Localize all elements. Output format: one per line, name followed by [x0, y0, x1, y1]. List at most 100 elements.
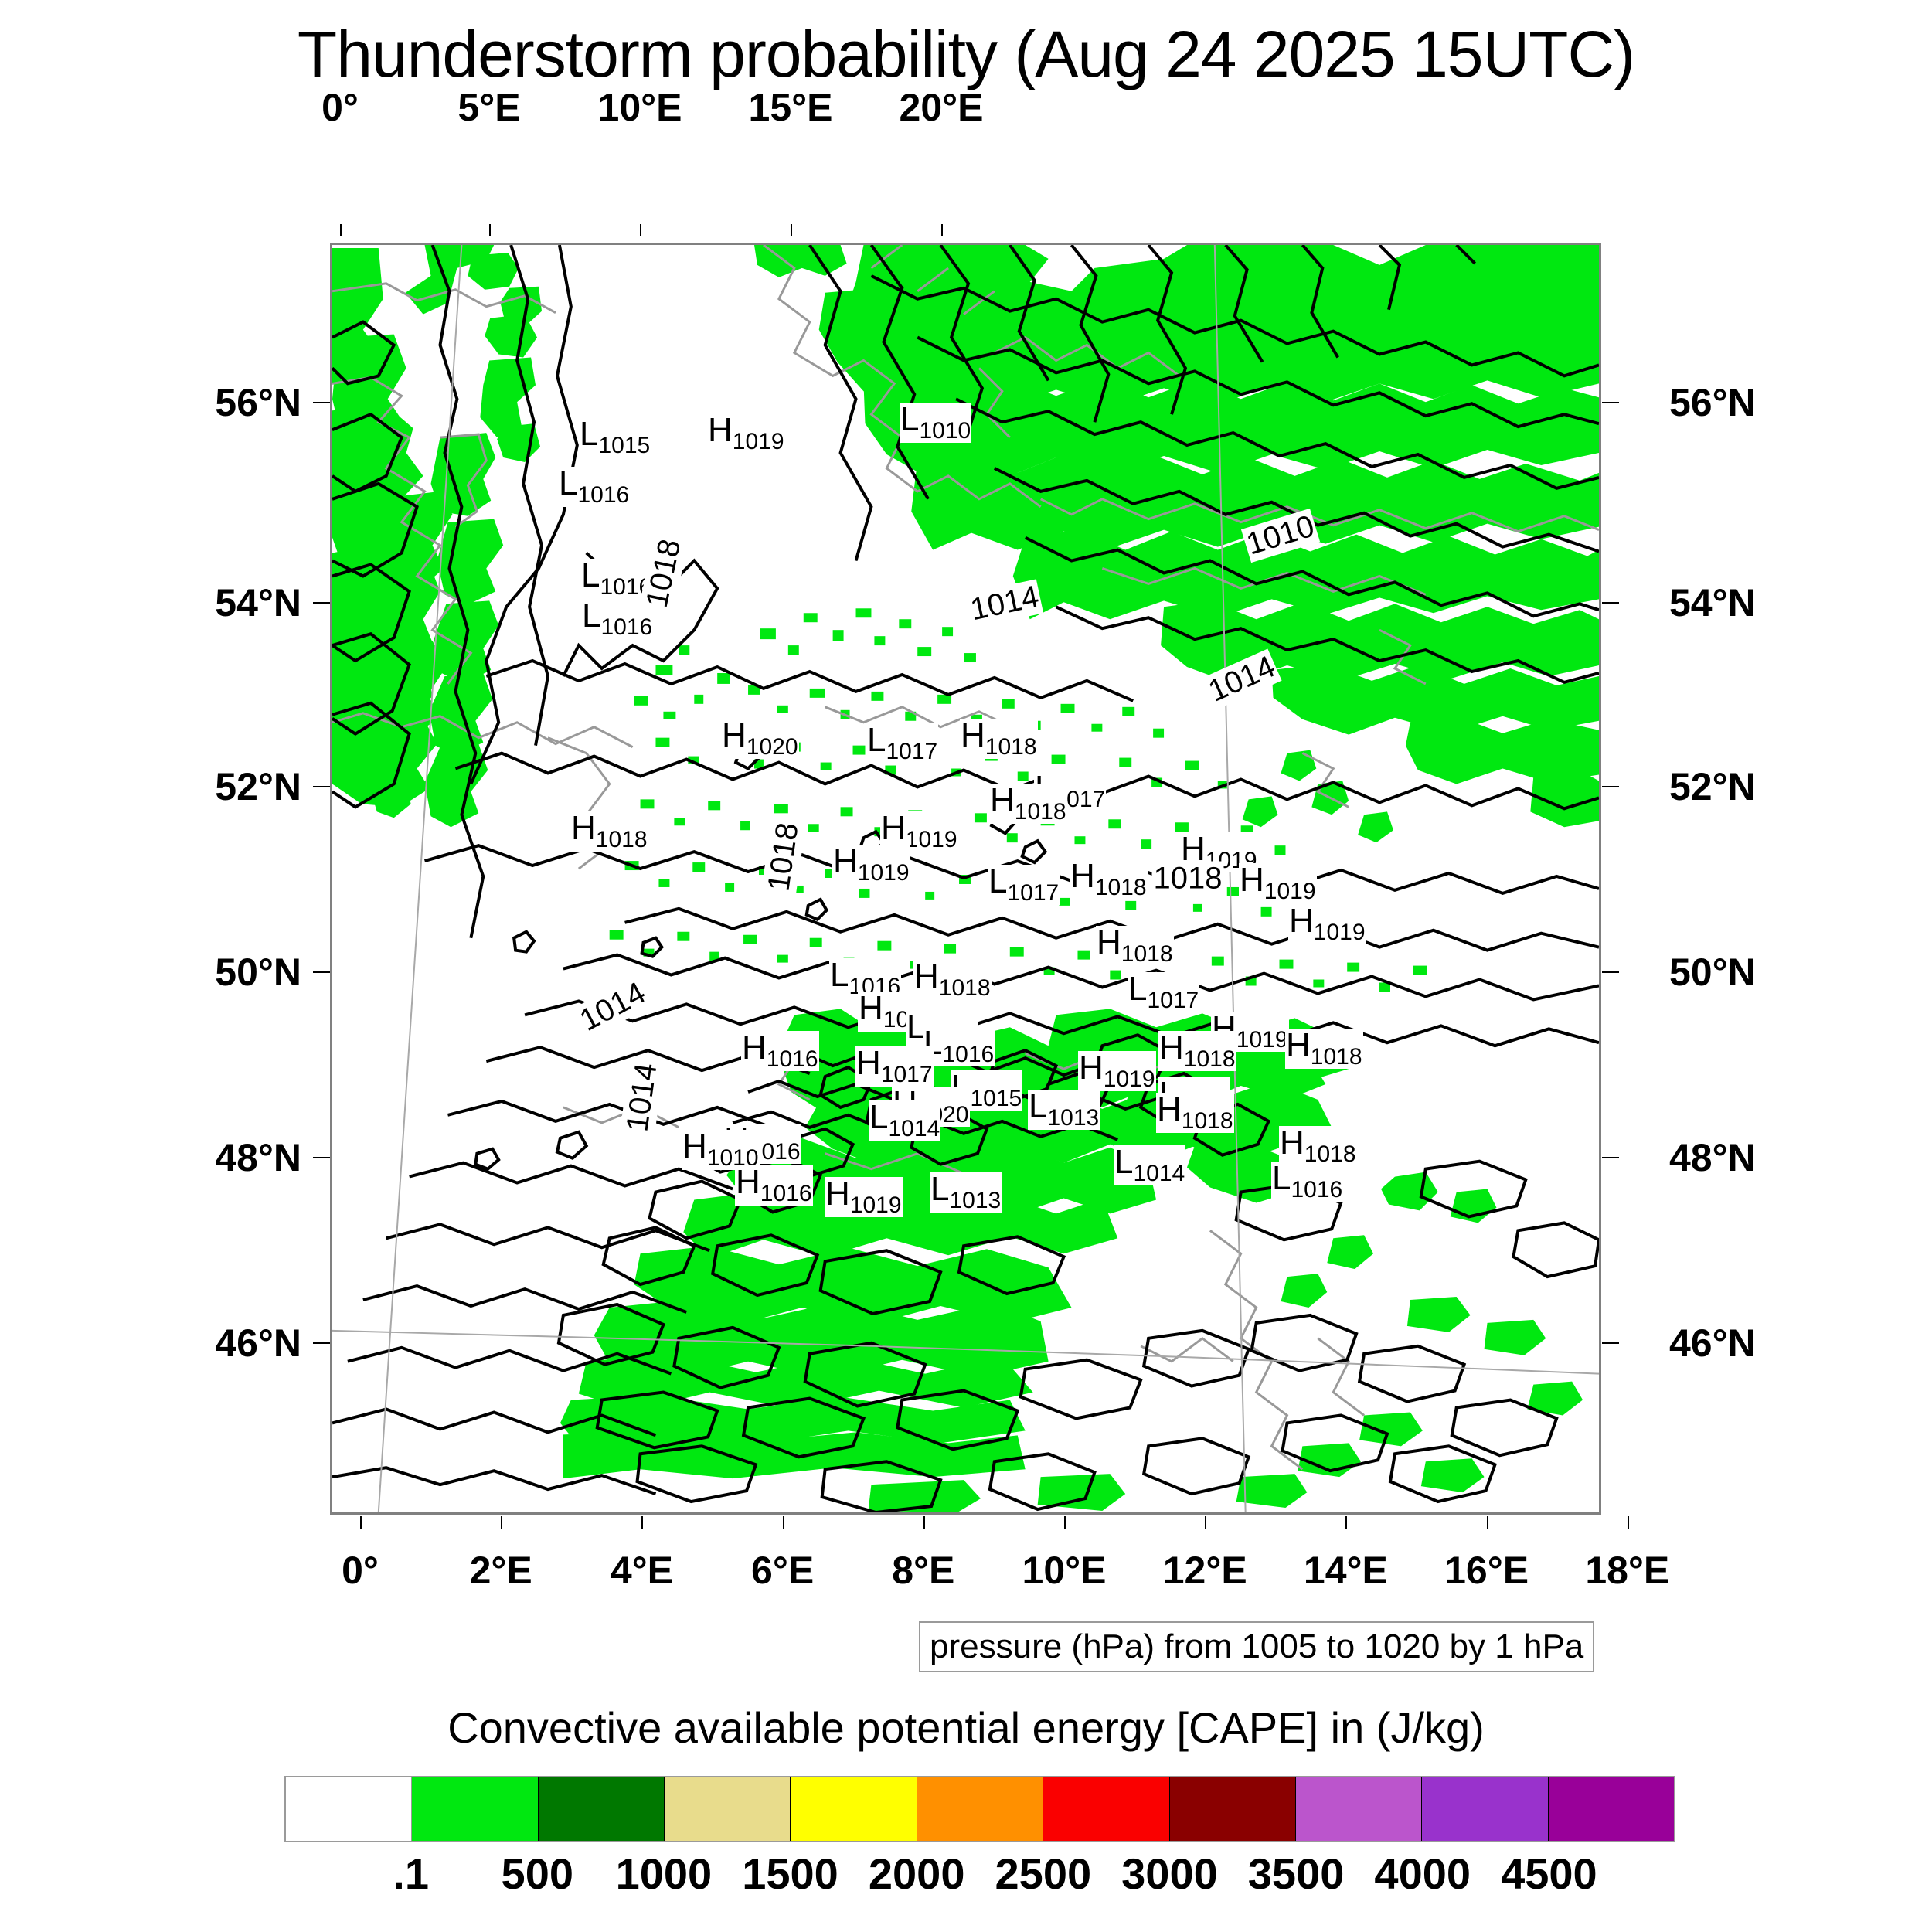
- colorbar-tick-4: 2000: [868, 1849, 965, 1898]
- colorbar-tick-2: 1000: [615, 1849, 713, 1898]
- axis-label-top-3: 15°E: [748, 86, 833, 129]
- axis-tick-top-4: [941, 224, 943, 236]
- colorbar-cell-0[interactable]: [286, 1777, 413, 1841]
- cape-colorbar[interactable]: [284, 1776, 1675, 1842]
- axis-label-left-4: 48°N: [215, 1136, 301, 1179]
- colorbar-cell-3[interactable]: [665, 1777, 791, 1841]
- axis-tick-bottom-6: [1205, 1516, 1207, 1529]
- pressure-center-l-1016: L1016: [580, 556, 653, 600]
- pressure-center-h-1019: H1019: [1288, 902, 1366, 945]
- pressure-center-l-1017: L1017: [1128, 970, 1200, 1013]
- axis-label-bottom-6: 12°E: [1162, 1549, 1247, 1592]
- colorbar-cell-7[interactable]: [1169, 1777, 1296, 1841]
- pressure-center-h-1016: H1016: [735, 1163, 813, 1206]
- axis-tick-left-3: [313, 971, 330, 973]
- axis-tick-left-4: [313, 1157, 330, 1158]
- axis-label-top-0: 0°: [321, 86, 359, 129]
- axis-tick-left-2: [313, 786, 330, 787]
- pressure-center-h-1018: H1018: [1070, 857, 1148, 900]
- pressure-center-h-1018: H1018: [1156, 1090, 1234, 1134]
- axis-tick-right-5: [1602, 1342, 1619, 1344]
- axis-tick-bottom-0: [360, 1516, 362, 1529]
- pressure-center-l-1014: L1014: [869, 1098, 941, 1141]
- axis-label-bottom-4: 8°E: [892, 1549, 955, 1592]
- pressure-center-h-1019: H1019: [832, 842, 910, 886]
- axis-tick-top-2: [640, 224, 641, 236]
- axis-label-bottom-8: 16°E: [1444, 1549, 1529, 1592]
- axis-label-bottom-3: 6°E: [751, 1549, 815, 1592]
- pressure-center-l-1015: L1015: [579, 415, 651, 458]
- axis-tick-right-3: [1602, 971, 1619, 973]
- axis-label-top-2: 10°E: [597, 86, 682, 129]
- colorbar-cell-9[interactable]: [1422, 1777, 1549, 1841]
- axis-tick-top-0: [340, 224, 342, 236]
- page-title: Thunderstorm probability (Aug 24 2025 15…: [297, 18, 1635, 90]
- cape-colorbar-labels: .1 500 1000 1500 2000 2500 3000 3500 4000 4500: [284, 1849, 1675, 1903]
- colorbar-tick-0: .1: [393, 1849, 429, 1898]
- pressure-center-h-1019: H1019: [1078, 1049, 1156, 1092]
- colorbar-cell-1[interactable]: [412, 1777, 539, 1841]
- colorbar-cell-10[interactable]: [1548, 1777, 1674, 1841]
- axis-tick-bottom-3: [782, 1516, 784, 1529]
- axis-label-bottom-2: 4°E: [610, 1549, 673, 1592]
- axis-label-bottom-1: 2°E: [469, 1549, 532, 1592]
- pressure-center-l-1014: L1014: [1114, 1143, 1186, 1186]
- axis-tick-right-2: [1602, 786, 1619, 787]
- pressure-center-h-1018: H1018: [570, 809, 648, 852]
- axis-label-right-2: 52°N: [1669, 765, 1756, 808]
- colorbar-cell-8[interactable]: [1295, 1777, 1423, 1841]
- colorbar-caption: Convective available potential energy [C…: [447, 1703, 1485, 1752]
- pressure-center-l-1016: L1016: [1271, 1159, 1344, 1202]
- axis-tick-right-1: [1602, 602, 1619, 604]
- pressure-center-h-1010: H1010: [682, 1128, 760, 1171]
- colorbar-cell-6[interactable]: [1043, 1777, 1170, 1841]
- axis-label-bottom-0: 0°: [342, 1549, 379, 1592]
- axis-label-left-3: 50°N: [215, 951, 301, 994]
- pressure-center-l-1016: L1016: [558, 464, 631, 508]
- axis-tick-left-0: [313, 402, 330, 403]
- axis-tick-bottom-7: [1345, 1516, 1348, 1529]
- contour-label-1018: 1018: [1151, 861, 1224, 896]
- pressure-center-h-1018: H1018: [1096, 923, 1174, 967]
- pressure-center-h-1016: H1016: [741, 1029, 819, 1072]
- axis-label-top-1: 5°E: [457, 86, 521, 129]
- colorbar-cell-2[interactable]: [538, 1777, 665, 1841]
- axis-label-bottom-5: 10°E: [1022, 1549, 1107, 1592]
- pressure-center-h-1018: H1018: [960, 716, 1038, 760]
- colorbar-cell-4[interactable]: [791, 1777, 917, 1841]
- colorbar-tick-8: 4000: [1374, 1849, 1471, 1898]
- pressure-center-h-1019: H1019: [707, 411, 785, 454]
- pressure-center-h-1017: H1017: [855, 1044, 934, 1087]
- axis-label-right-1: 54°N: [1669, 581, 1756, 624]
- axis-label-bottom-9: 18°E: [1585, 1549, 1670, 1592]
- axis-tick-top-1: [489, 224, 491, 236]
- pressure-center-h-1019: H1019: [825, 1175, 903, 1218]
- colorbar-tick-3: 1500: [742, 1849, 838, 1898]
- axis-tick-left-5: [313, 1342, 330, 1344]
- axis-label-right-3: 50°N: [1669, 951, 1756, 994]
- pressure-center-h-1020: H1020: [721, 716, 799, 760]
- axis-tick-bottom-4: [923, 1516, 925, 1529]
- pressure-center-l-1016: L1016: [923, 1024, 995, 1067]
- axis-tick-left-1: [313, 602, 330, 604]
- colorbar-tick-9: 4500: [1501, 1849, 1597, 1898]
- axis-label-right-5: 46°N: [1669, 1321, 1756, 1365]
- pressure-center-h-1018: H1018: [1285, 1026, 1363, 1070]
- pressure-center-h-1018: H1018: [989, 781, 1067, 825]
- axis-tick-right-0: [1602, 402, 1619, 403]
- axis-label-left-0: 56°N: [215, 381, 301, 424]
- axis-label-right-4: 48°N: [1669, 1136, 1756, 1179]
- axis-label-left-5: 46°N: [215, 1321, 301, 1365]
- axis-label-right-0: 56°N: [1669, 381, 1756, 424]
- axis-label-bottom-7: 14°E: [1303, 1549, 1388, 1592]
- pressure-center-h-1018: H1018: [1279, 1124, 1357, 1167]
- axis-tick-bottom-9: [1627, 1516, 1629, 1529]
- colorbar-cell-5[interactable]: [917, 1777, 1044, 1841]
- pressure-center-l-1013: L1013: [930, 1170, 1002, 1213]
- pressure-center-h-1019: H1019: [1239, 861, 1317, 904]
- axis-tick-bottom-1: [501, 1516, 503, 1529]
- pressure-legend-box: pressure (hPa) from 1005 to 1020 by 1 hP…: [919, 1621, 1595, 1672]
- axis-tick-bottom-8: [1486, 1516, 1488, 1529]
- pressure-center-l-1017: L1017: [866, 721, 939, 764]
- axis-tick-top-3: [791, 224, 792, 236]
